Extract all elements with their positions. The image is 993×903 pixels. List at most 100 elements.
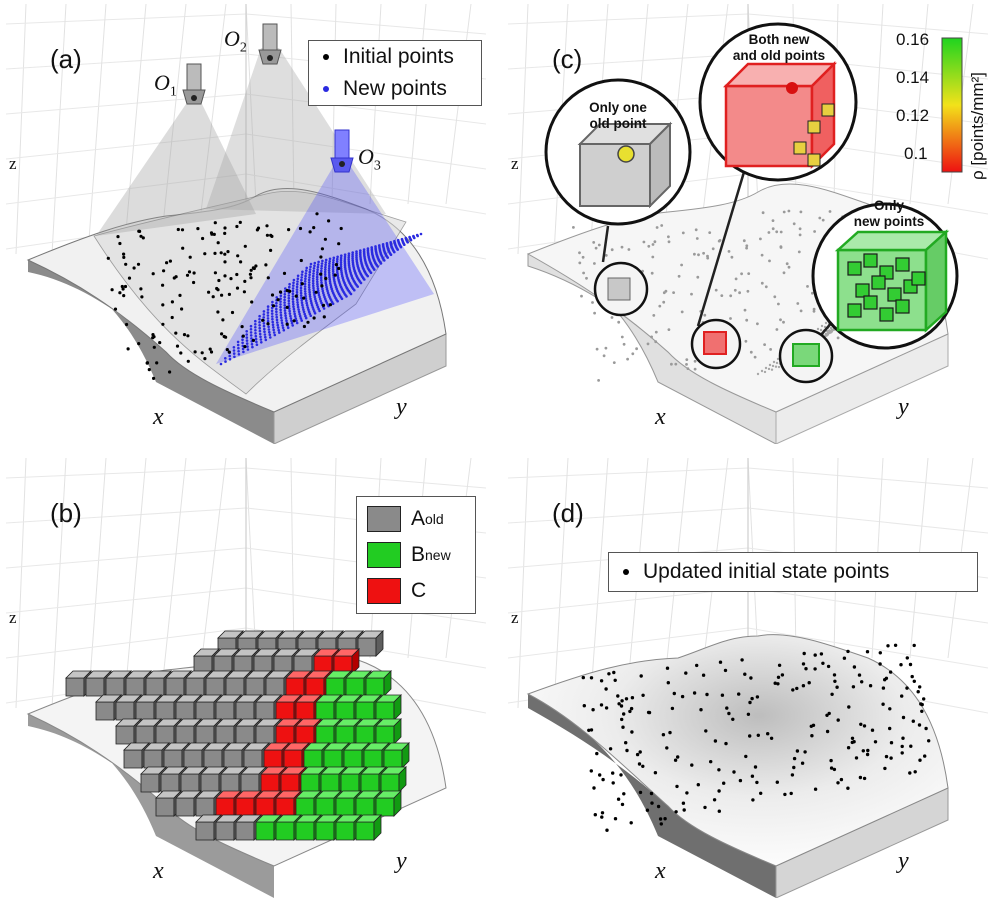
panel-c-plot bbox=[508, 4, 988, 444]
new-point bbox=[300, 273, 304, 276]
updated-point bbox=[918, 685, 922, 689]
new-point bbox=[324, 258, 328, 262]
initial-point bbox=[238, 220, 242, 224]
new-point bbox=[280, 316, 283, 320]
updated-point bbox=[923, 754, 927, 758]
new-point bbox=[284, 311, 287, 315]
voxel-b-new bbox=[315, 821, 335, 841]
initial-point bbox=[285, 288, 289, 293]
updated-point bbox=[847, 705, 851, 709]
new-point bbox=[236, 340, 240, 344]
new-point bbox=[224, 360, 227, 363]
new-point bbox=[415, 233, 419, 237]
updated-point bbox=[582, 704, 586, 708]
updated-point bbox=[866, 748, 870, 753]
new-point bbox=[296, 301, 299, 304]
initial-point bbox=[298, 226, 303, 231]
new-point bbox=[404, 236, 408, 240]
new-point bbox=[351, 257, 354, 260]
updated-point bbox=[830, 692, 834, 696]
density-point bbox=[776, 357, 780, 361]
new-point bbox=[281, 324, 284, 327]
initial-point bbox=[306, 320, 310, 324]
initial-point bbox=[236, 254, 240, 258]
updated-point bbox=[744, 754, 748, 759]
updated-point bbox=[748, 700, 752, 705]
initial-point bbox=[319, 272, 323, 276]
new-point bbox=[292, 307, 296, 311]
green-cube bbox=[887, 287, 902, 302]
new-point bbox=[283, 306, 287, 310]
grid-line bbox=[159, 4, 187, 255]
updated-point bbox=[829, 758, 833, 763]
new-point bbox=[308, 268, 312, 271]
density-point bbox=[646, 342, 650, 346]
initial-point bbox=[136, 262, 141, 266]
density-point bbox=[693, 367, 697, 371]
new-point bbox=[254, 332, 257, 335]
updated-point bbox=[630, 730, 634, 734]
density-point bbox=[746, 289, 750, 293]
new-points-grid bbox=[219, 232, 423, 366]
voxel-a-old bbox=[155, 797, 175, 817]
updated-point bbox=[835, 685, 839, 689]
initial-point bbox=[243, 279, 247, 283]
initial-point bbox=[123, 284, 128, 289]
new-point bbox=[316, 268, 319, 272]
new-point bbox=[232, 349, 236, 352]
green-cube bbox=[895, 299, 910, 314]
new-point bbox=[327, 269, 331, 272]
updated-point bbox=[868, 684, 873, 688]
new-point bbox=[316, 287, 320, 290]
updated-point bbox=[846, 786, 850, 790]
grid-line bbox=[290, 4, 295, 205]
updated-point bbox=[625, 748, 629, 753]
new-point bbox=[250, 342, 254, 346]
density-point bbox=[745, 318, 749, 322]
initial-point bbox=[221, 318, 225, 322]
initial-point bbox=[188, 255, 192, 259]
initial-point bbox=[261, 318, 265, 322]
grid-line bbox=[508, 13, 749, 25]
updated-point bbox=[850, 740, 854, 745]
updated-point bbox=[922, 697, 926, 701]
new-point bbox=[284, 287, 287, 290]
new-point bbox=[282, 328, 286, 332]
new-point bbox=[283, 304, 287, 307]
updated-point bbox=[776, 682, 780, 686]
camera-o2-label: O2 bbox=[224, 26, 247, 56]
updated-point bbox=[861, 749, 865, 753]
grid-line bbox=[517, 4, 529, 255]
updated-point bbox=[670, 706, 675, 711]
initial-point bbox=[203, 357, 207, 361]
updated-point bbox=[750, 774, 755, 778]
density-point bbox=[749, 350, 753, 354]
initial-point bbox=[201, 236, 205, 241]
new-point bbox=[237, 353, 241, 356]
new-point bbox=[331, 267, 335, 271]
new-point bbox=[359, 251, 362, 254]
voxel-b-new bbox=[323, 749, 343, 769]
new-point bbox=[279, 300, 282, 303]
updated-point bbox=[608, 747, 613, 751]
updated-point bbox=[884, 754, 889, 759]
new-point bbox=[351, 253, 354, 256]
updated-point bbox=[920, 709, 924, 713]
updated-point bbox=[813, 787, 818, 791]
new-point bbox=[294, 317, 298, 320]
voxel-b-new bbox=[255, 821, 275, 841]
new-point bbox=[336, 270, 339, 274]
new-point bbox=[314, 297, 317, 301]
updated-point bbox=[709, 760, 713, 764]
voxel-a-old bbox=[195, 797, 215, 817]
updated-point bbox=[738, 778, 743, 783]
updated-point bbox=[878, 662, 882, 666]
updated-point bbox=[750, 696, 754, 701]
initial-point bbox=[314, 290, 318, 294]
updated-point bbox=[682, 808, 686, 812]
initial-point bbox=[235, 286, 240, 290]
initial-point bbox=[235, 224, 239, 229]
voxel-a-old bbox=[220, 773, 240, 793]
voxel-a-old bbox=[145, 677, 165, 697]
new-point bbox=[236, 343, 240, 347]
